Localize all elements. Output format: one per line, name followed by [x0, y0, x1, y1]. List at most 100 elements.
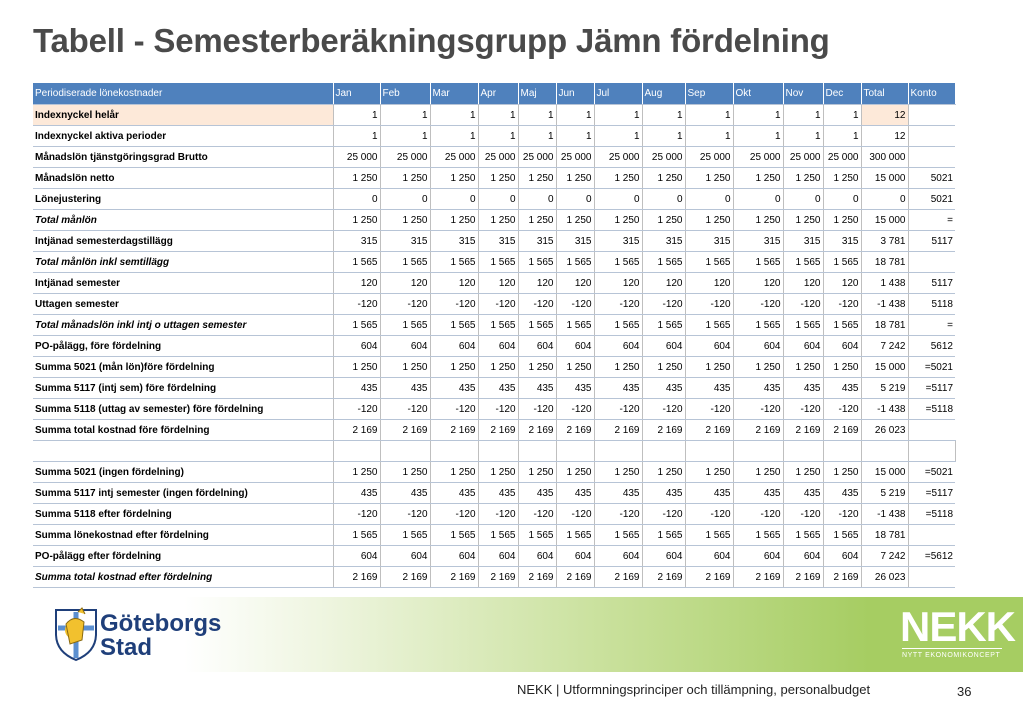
- month-cell: -120: [823, 293, 862, 315]
- month-cell: 1 250: [733, 356, 784, 378]
- total-cell: 5 219: [861, 482, 909, 504]
- month-cell: 1 250: [556, 461, 595, 483]
- month-cell: 315: [823, 230, 862, 252]
- month-cell: 2 169: [685, 566, 734, 588]
- month-cell: 435: [478, 482, 519, 504]
- total-cell: 300 000: [861, 146, 909, 168]
- konto-cell: =5117: [908, 377, 955, 399]
- month-cell: 2 169: [733, 566, 784, 588]
- month-cell: 435: [430, 482, 479, 504]
- total-cell: 26 023: [861, 566, 909, 588]
- month-cell: 2 169: [430, 566, 479, 588]
- month-cell: 1 250: [430, 209, 479, 231]
- month-cell: 1 250: [478, 461, 519, 483]
- month-cell: 1 565: [733, 314, 784, 336]
- logo-line1: Göteborgs: [100, 610, 222, 637]
- month-cell: -120: [478, 503, 519, 525]
- table-row: Månadslön netto 1 250 1 250 1 250 1 250 1 250…: [33, 167, 955, 189]
- month-cell: 604: [333, 545, 381, 567]
- month-cell: 1: [380, 104, 431, 126]
- total-cell: -1 438: [861, 503, 909, 525]
- month-cell: 1 250: [478, 209, 519, 231]
- month-cell: 604: [380, 335, 431, 357]
- nekk-logo-subtitle: NYTT EKONOMIKONCEPT: [902, 652, 1001, 659]
- goteborg-lion-crest-icon: [55, 607, 97, 662]
- month-cell: 1 250: [642, 167, 686, 189]
- month-cell: 25 000: [823, 146, 862, 168]
- month-cell: 1 565: [783, 524, 824, 546]
- column-header: Jun: [556, 83, 595, 105]
- footer-band: [0, 597, 1023, 672]
- total-cell: 7 242: [861, 335, 909, 357]
- month-cell: -120: [685, 293, 734, 315]
- table-row: Total månadslön inkl intj o uttagen seme…: [33, 314, 955, 336]
- month-cell: 1 250: [380, 356, 431, 378]
- column-header: Jan: [333, 83, 381, 105]
- month-cell: 604: [594, 545, 643, 567]
- month-cell: [478, 440, 519, 462]
- month-cell: 25 000: [556, 146, 595, 168]
- month-cell: -120: [783, 503, 824, 525]
- month-cell: 1: [518, 104, 557, 126]
- konto-cell: [908, 524, 955, 546]
- month-cell: 2 169: [823, 566, 862, 588]
- cost-table: Periodiserade lönekostnader Jan Feb Mar Apr M…: [33, 83, 956, 588]
- month-cell: 1 250: [823, 356, 862, 378]
- month-cell: 1 250: [594, 461, 643, 483]
- column-header: Mar: [430, 83, 479, 105]
- month-cell: 315: [556, 230, 595, 252]
- month-cell: -120: [380, 503, 431, 525]
- month-cell: -120: [733, 503, 784, 525]
- konto-cell: [908, 440, 956, 462]
- month-cell: 604: [518, 545, 557, 567]
- total-cell: 12: [861, 104, 909, 126]
- konto-cell: [908, 251, 955, 273]
- month-cell: 604: [823, 545, 862, 567]
- total-cell: 26 023: [861, 419, 909, 441]
- month-cell: 1: [556, 125, 595, 147]
- month-cell: 604: [733, 335, 784, 357]
- month-cell: 1: [380, 125, 431, 147]
- month-cell: 120: [733, 272, 784, 294]
- month-cell: 25 000: [594, 146, 643, 168]
- month-cell: -120: [478, 293, 519, 315]
- month-cell: 1 565: [430, 314, 479, 336]
- month-cell: -120: [594, 398, 643, 420]
- row-label: Månadslön netto: [33, 167, 334, 189]
- row-label: Summa 5118 efter fördelning: [33, 503, 334, 525]
- month-cell: 1 250: [518, 209, 557, 231]
- column-header: Sep: [685, 83, 734, 105]
- month-cell: 2 169: [642, 419, 686, 441]
- column-header: Nov: [783, 83, 824, 105]
- month-cell: 1 250: [685, 209, 734, 231]
- column-header: Maj: [518, 83, 557, 105]
- month-cell: 435: [333, 482, 381, 504]
- month-cell: 0: [430, 188, 479, 210]
- month-cell: 0: [733, 188, 784, 210]
- month-cell: 1 565: [685, 524, 734, 546]
- month-cell: 1: [823, 104, 862, 126]
- month-cell: 1: [594, 125, 643, 147]
- month-cell: -120: [333, 503, 381, 525]
- month-cell: 1 250: [430, 356, 479, 378]
- month-cell: 1 565: [823, 524, 862, 546]
- month-cell: [430, 440, 479, 462]
- month-cell: -120: [556, 293, 595, 315]
- month-cell: 1 565: [333, 314, 381, 336]
- table-row: Summa total kostnad efter fördelning 2 16…: [33, 566, 955, 588]
- table-row: Total månlön 1 250 1 250 1 250 1 250 1 250 1 2…: [33, 209, 955, 231]
- month-cell: 1 250: [783, 461, 824, 483]
- month-cell: [685, 440, 734, 462]
- month-cell: 0: [518, 188, 557, 210]
- row-label: PO-pålägg, före fördelning: [33, 335, 334, 357]
- month-cell: 2 169: [783, 419, 824, 441]
- month-cell: 1 565: [333, 251, 381, 273]
- konto-cell: [908, 419, 955, 441]
- month-cell: 1 565: [380, 524, 431, 546]
- month-cell: 1 565: [430, 524, 479, 546]
- month-cell: 1 250: [685, 461, 734, 483]
- konto-cell: =5612: [908, 545, 955, 567]
- month-cell: 1 250: [783, 167, 824, 189]
- month-cell: 1 565: [733, 524, 784, 546]
- month-cell: 604: [685, 335, 734, 357]
